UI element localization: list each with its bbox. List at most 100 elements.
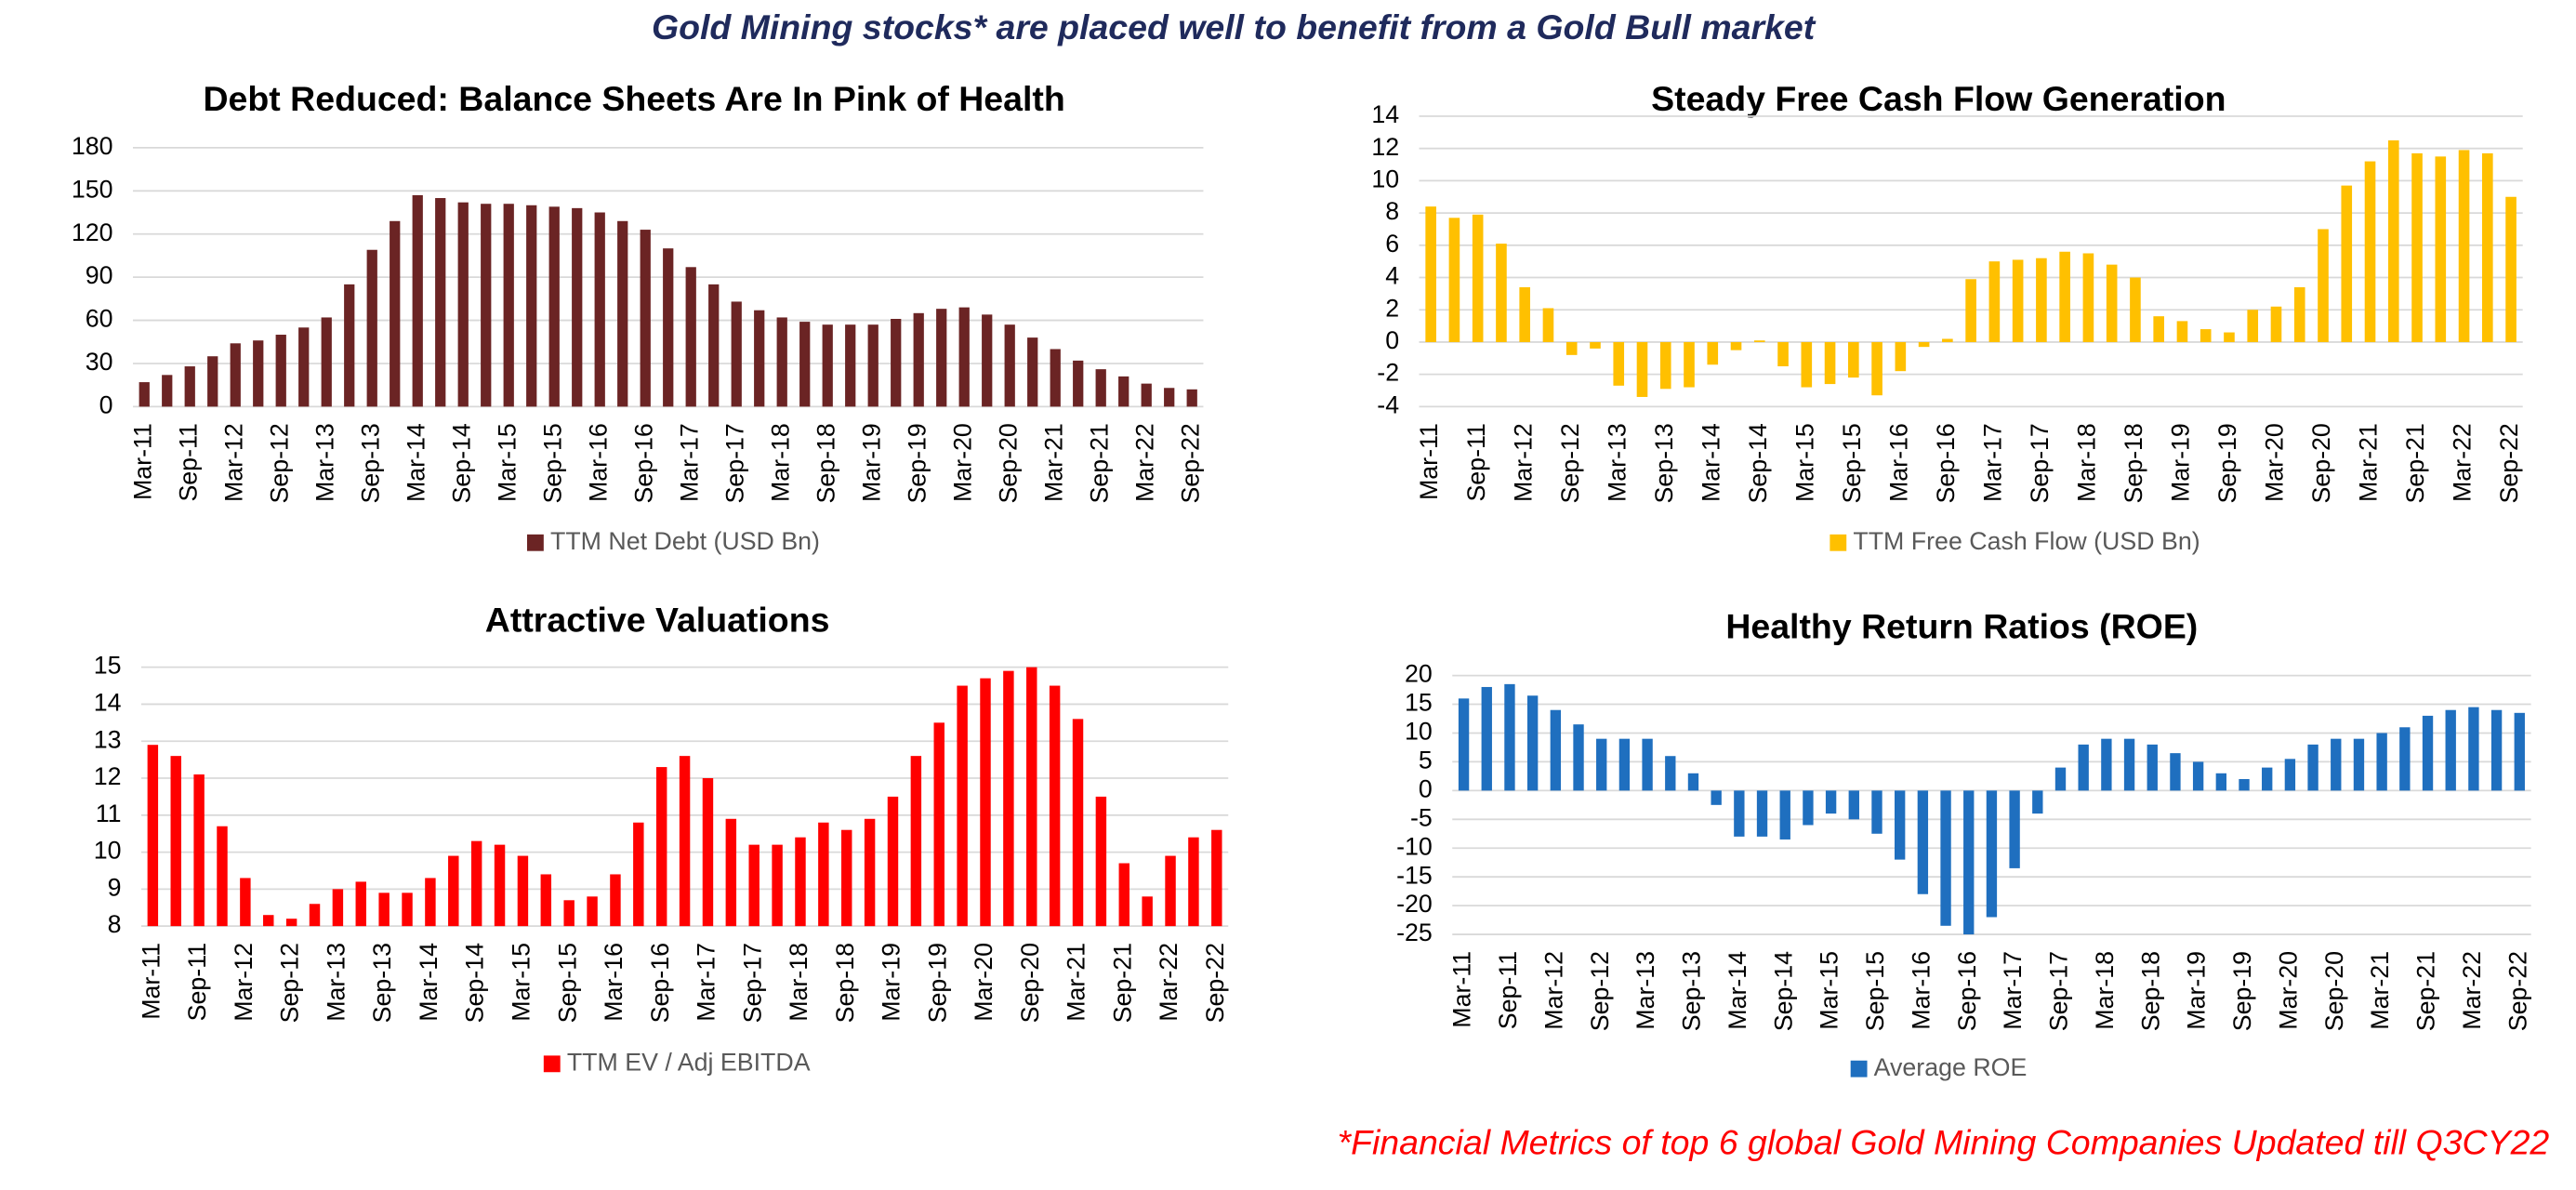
bar [1986,790,1998,918]
bar [1590,341,1601,349]
bar [1825,790,1837,814]
y-tick-label: 0 [1419,774,1433,802]
bar [708,284,720,407]
bar [891,318,902,407]
x-tick-label: Mar-21 [2355,423,2383,502]
y-tick-label: 12 [94,762,122,790]
bar [1118,376,1129,407]
bar [2012,259,2024,342]
bar [1895,341,1907,372]
bar [2445,709,2456,791]
chart-title: Attractive Valuations [485,600,830,639]
bar [1073,360,1084,407]
bar [503,204,514,407]
bar [162,375,173,407]
x-tick-label: Sep-15 [553,943,581,1023]
x-tick-label: Mar-21 [2366,951,2394,1030]
x-tick-label: Mar-11 [128,423,156,500]
x-tick-label: Mar-12 [230,943,258,1022]
bar [1481,686,1492,791]
legend-label: TTM EV / Adj EBITDA [567,1048,811,1076]
x-tick-label: Sep-17 [738,943,766,1023]
x-tick-label: Mar-13 [1603,423,1631,502]
bar [526,205,537,407]
bar [2059,251,2070,342]
y-tick-label: -25 [1396,919,1433,946]
x-tick-label: Sep-20 [2320,951,2348,1031]
chart-title: Steady Free Cash Flow Generation [1651,79,2226,118]
x-tick-label: Sep-17 [2026,423,2054,503]
y-tick-label: 90 [86,261,113,289]
bar [2106,264,2118,342]
x-tick-label: Mar-22 [2449,423,2477,502]
x-tick-label: Mar-14 [1724,951,1751,1030]
bar [170,756,181,927]
bar [1988,261,2001,342]
y-tick-label: 13 [94,725,122,753]
x-tick-label: Sep-12 [1586,951,1614,1031]
x-tick-label: Sep-11 [1494,951,1522,1029]
x-tick-label: Sep-16 [629,423,657,503]
bar [2376,733,2387,791]
x-tick-label: Mar-19 [857,423,885,502]
bar [2341,185,2353,342]
bar [2192,761,2204,791]
bar [748,844,760,927]
x-tick-label: Mar-15 [1816,951,1843,1030]
bar [425,878,436,927]
bar [193,774,205,927]
bar [845,324,856,407]
bar [2224,332,2235,342]
y-tick-label: 2 [1385,294,1399,322]
bar [633,822,644,927]
bar [2505,196,2517,342]
y-tick-label: 5 [1419,746,1433,774]
bar [366,249,377,407]
bar [1871,790,1882,834]
bar [1871,341,1882,396]
x-tick-label: Sep-12 [1556,423,1584,503]
x-tick-label: Mar-15 [507,943,535,1022]
x-tick-label: Mar-18 [2091,951,2119,1030]
bar [2422,715,2434,791]
bar [2054,767,2067,791]
x-tick-label: Sep-11 [1462,423,1490,501]
bar [1687,773,1699,791]
x-tick-label: Mar-13 [310,423,338,502]
bar [412,194,423,407]
bar [1848,341,1859,378]
bar [240,878,251,927]
y-tick-label: -20 [1396,890,1433,918]
bar [2284,759,2296,791]
x-tick-label: Mar-22 [2458,951,2486,1030]
bar [435,198,446,407]
bar [1730,341,1742,350]
bar [139,382,150,407]
bar [1118,863,1129,927]
chart-title: Debt Reduced: Balance Sheets Are In Pink… [204,79,1065,118]
x-tick-label: Sep-13 [1650,423,1678,503]
bar [795,837,806,927]
bar [913,312,924,407]
x-tick-label: Mar-17 [1999,951,2027,1030]
y-tick-label: 30 [86,348,113,376]
bar [1072,719,1084,927]
x-tick-label: Sep-19 [923,943,951,1023]
bar [1618,738,1631,791]
bar [655,767,667,927]
bar [663,248,674,407]
bar [1050,349,1061,407]
y-tick-label: 10 [1405,718,1433,746]
bar [1917,790,1929,894]
y-tick-label: 180 [72,132,113,160]
bar [2215,773,2227,791]
legend-swatch [1830,534,1847,551]
bar [2482,152,2493,342]
bar [1542,308,1554,342]
x-tick-label: Mar-17 [693,943,720,1022]
y-tick-label: 15 [1405,689,1433,717]
bar [1565,341,1578,355]
bar [540,874,552,927]
x-tick-label: Mar-14 [1697,423,1724,502]
y-tick-label: 150 [72,175,113,203]
